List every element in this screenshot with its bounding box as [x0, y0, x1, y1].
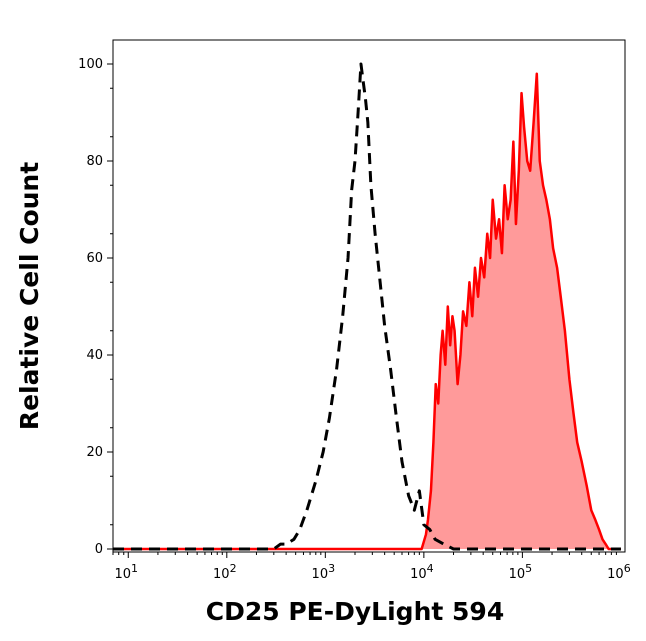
x-axis-title: CD25 PE-DyLight 594: [206, 597, 504, 626]
y-tick-label: 60: [86, 251, 103, 266]
y-tick-label: 0: [95, 542, 103, 557]
y-axis-title: Relative Cell Count: [15, 162, 44, 430]
y-tick-label: 80: [86, 154, 103, 169]
x-tick-label: 103: [312, 562, 336, 582]
plot-frame: [112, 39, 626, 553]
y-tick-label: 40: [86, 348, 103, 363]
x-tick-label: 102: [213, 562, 237, 582]
x-tick-label: 104: [410, 562, 434, 582]
y-tick-label: 20: [86, 445, 103, 460]
x-tick-label: 101: [114, 562, 138, 582]
series-fill-solid: [113, 73, 621, 549]
x-tick-label: 106: [607, 562, 631, 582]
series-line-solid: [113, 72, 621, 551]
x-tick-label: 105: [509, 562, 533, 582]
series-line-dashed: [113, 62, 621, 551]
y-tick-label: 100: [78, 57, 103, 72]
series-layer: [113, 62, 621, 551]
ticks-layer: 0 20 40 60 80 100 101 102 103 104 105 106: [78, 57, 631, 582]
